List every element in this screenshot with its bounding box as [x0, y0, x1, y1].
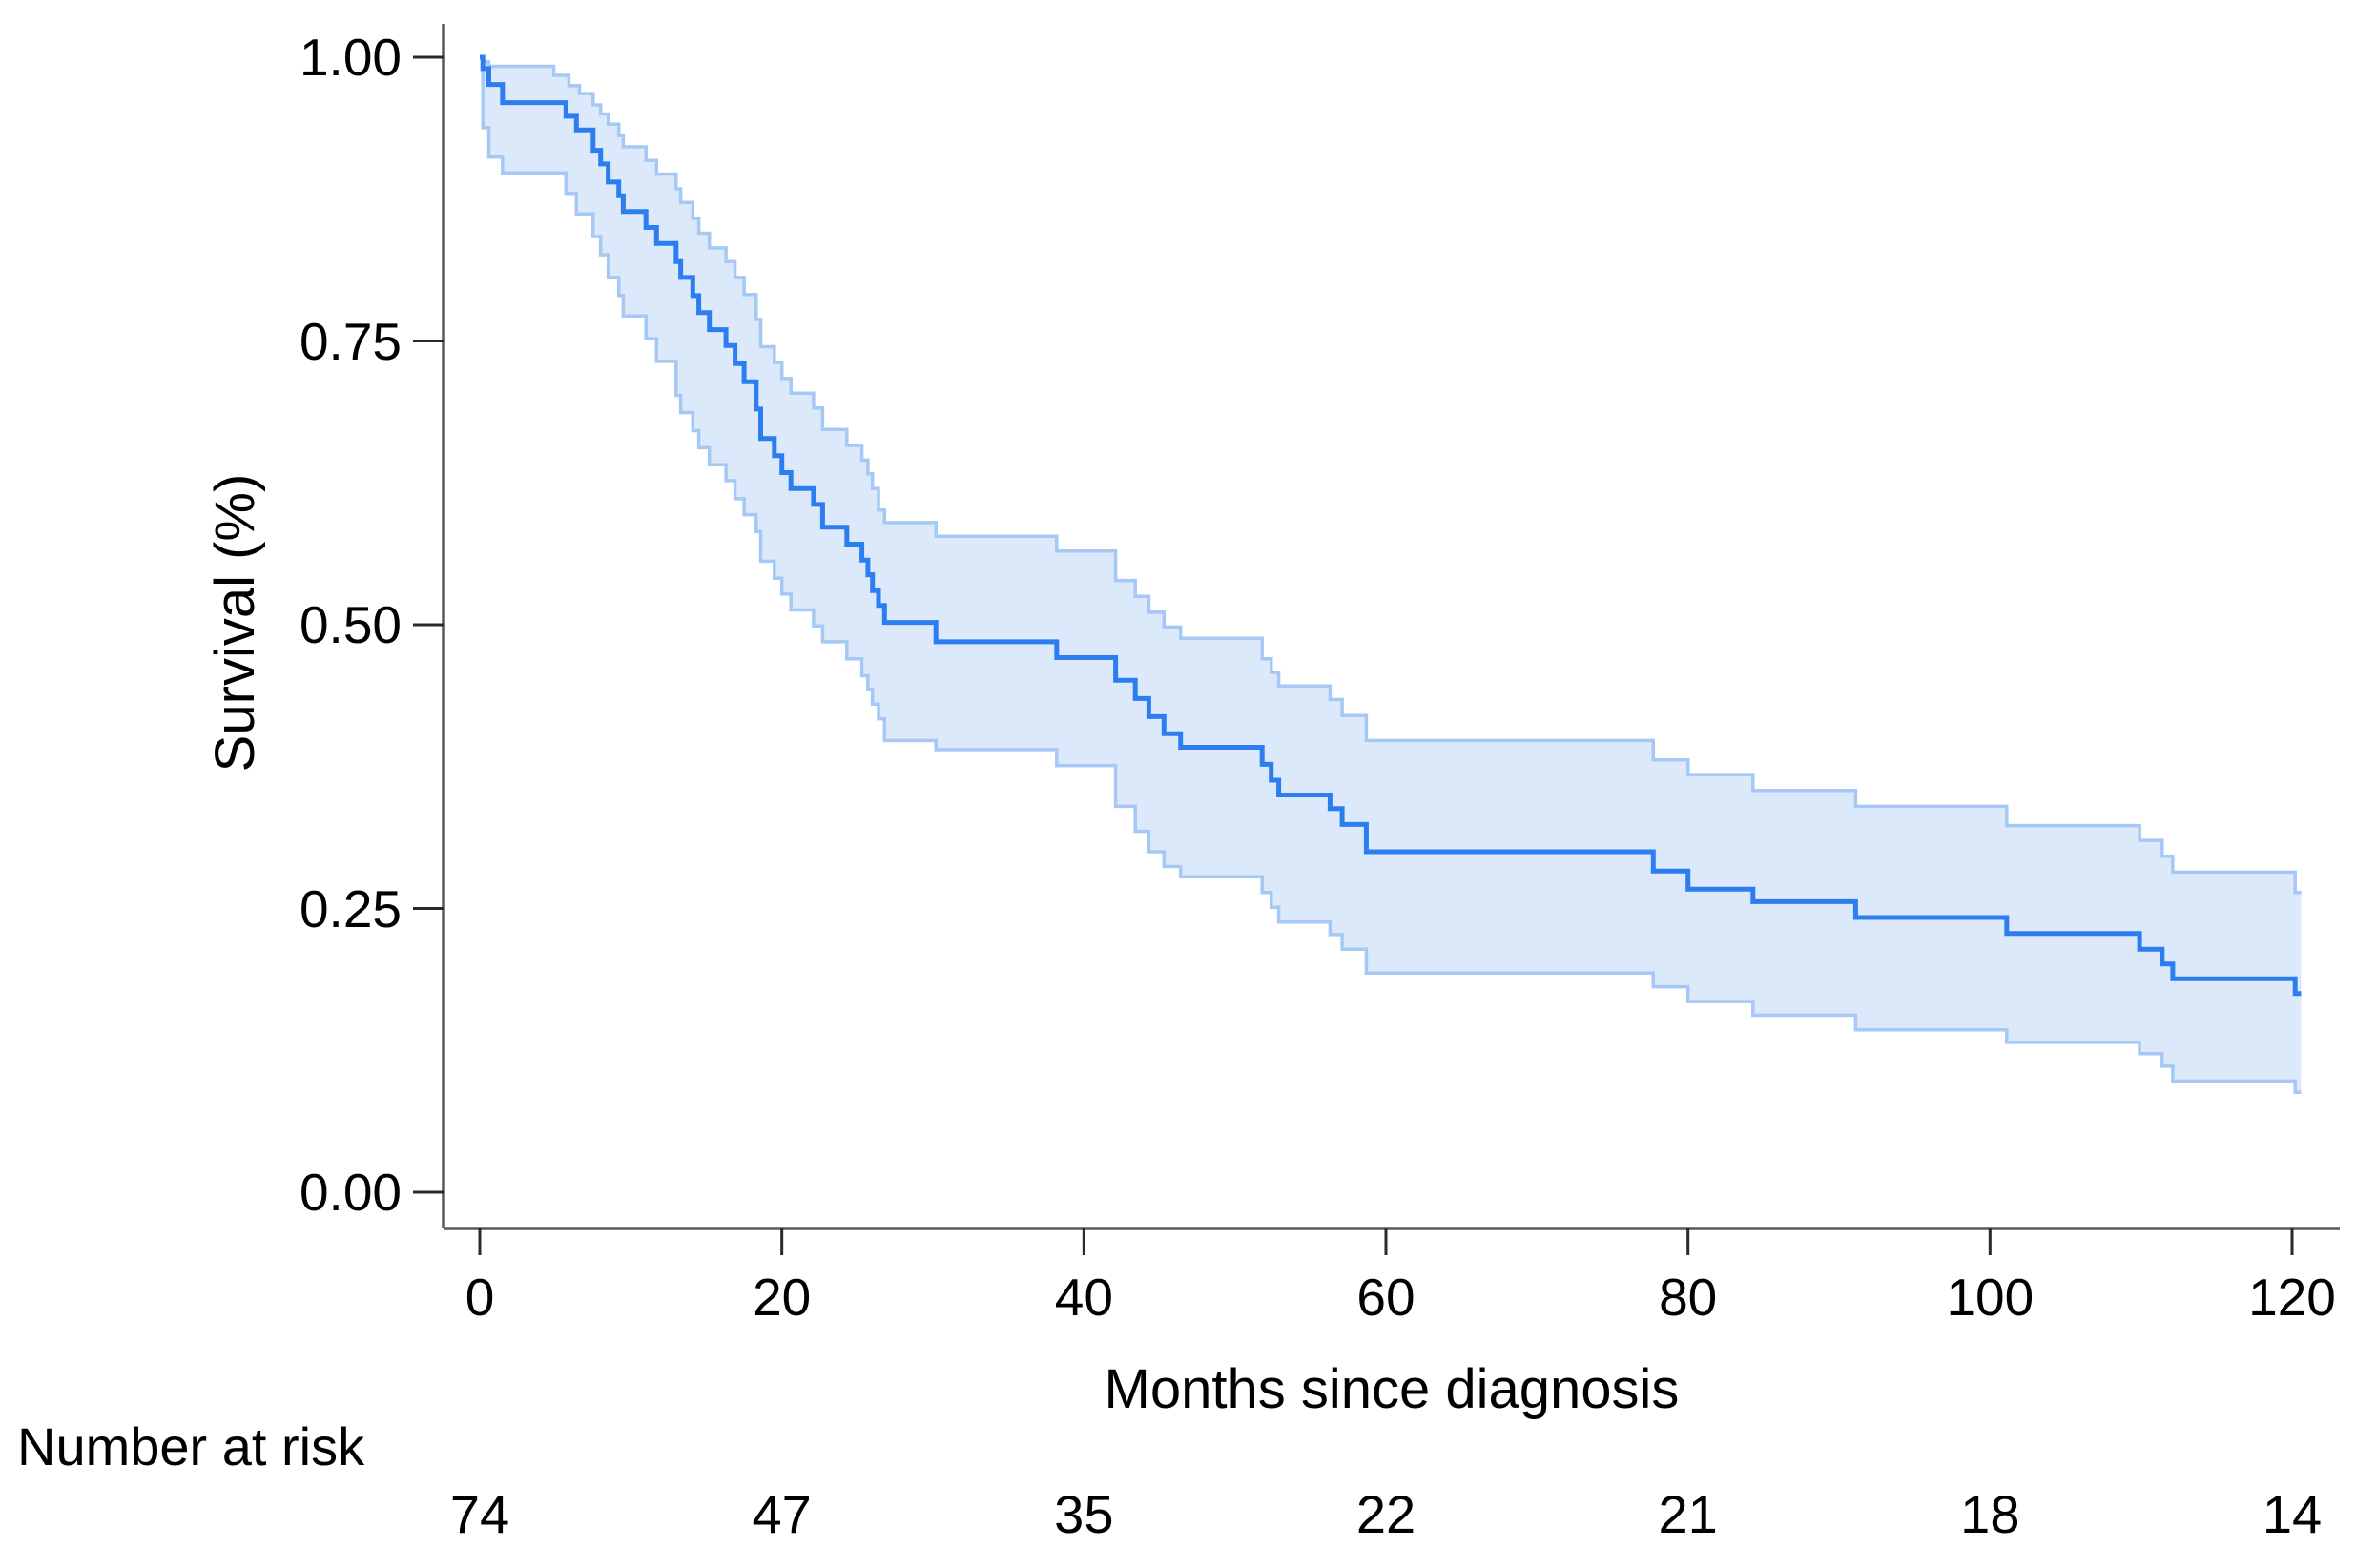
x-tick-label: 20: [753, 1268, 812, 1327]
ci-band: [480, 57, 2302, 1093]
survival-line: [480, 54, 2302, 997]
x-tick-label: 80: [1659, 1268, 1718, 1327]
x-axis-title: Months since diagnosis: [1104, 1358, 1680, 1420]
y-tick-label: 0.25: [299, 878, 402, 939]
ci-lower-line: [480, 55, 2302, 1095]
risk-count: 35: [1054, 1484, 1114, 1544]
x-tick-label: 120: [2248, 1268, 2336, 1327]
y-tick-label: 1.00: [299, 28, 402, 87]
y-tick-label: 0.75: [299, 311, 402, 371]
risk-table-header: Number at risk: [17, 1416, 365, 1476]
x-tick-label: 100: [1946, 1268, 2035, 1327]
ci-upper-line: [480, 55, 2302, 895]
x-tick-label: 40: [1054, 1268, 1113, 1327]
risk-count: 22: [1355, 1484, 1416, 1544]
y-tick-label: 0.50: [299, 595, 402, 654]
risk-count: 47: [752, 1484, 812, 1544]
risk-count: 74: [449, 1484, 510, 1544]
x-tick-label: 0: [465, 1268, 495, 1327]
y-tick-label: 0.00: [299, 1163, 402, 1222]
risk-count: 14: [2262, 1484, 2323, 1544]
x-tick-label: 60: [1356, 1268, 1416, 1327]
risk-count: 21: [1658, 1484, 1718, 1544]
risk-count: 18: [1960, 1484, 2020, 1544]
